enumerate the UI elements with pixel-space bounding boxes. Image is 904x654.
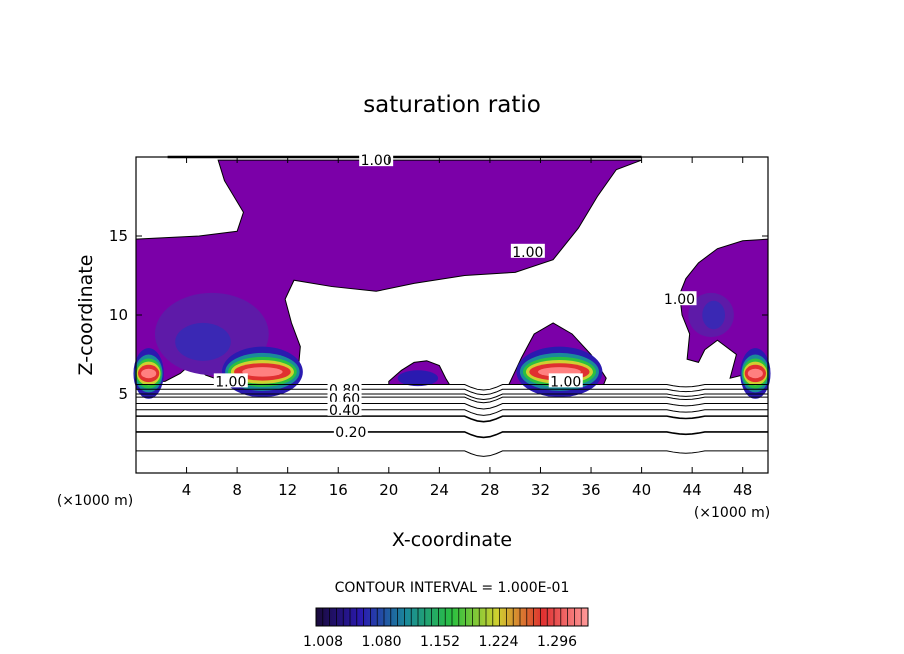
x-axis-label: X-coordinate xyxy=(392,529,512,551)
moisture-contour xyxy=(136,388,768,396)
contour-label: 1.00 xyxy=(215,374,246,390)
contour-label: 1.00 xyxy=(664,292,695,308)
contour-label-mask xyxy=(359,152,394,167)
x-axis: 4 8 12 16 20 24 28 32 36 40 44 48 xyxy=(182,157,752,499)
core-left xyxy=(175,322,231,361)
core-right xyxy=(702,300,726,330)
x-tick-label: 16 xyxy=(329,481,348,499)
moisture-contour xyxy=(136,450,768,457)
x-tick-label: 24 xyxy=(430,481,449,499)
contour-label: 1.00 xyxy=(512,245,543,261)
y-axis: 5 10 15 xyxy=(109,227,768,403)
contour-label-mask xyxy=(510,243,545,258)
contour-label-mask xyxy=(213,373,248,388)
hotspot-left-edge-layer-5 xyxy=(141,368,157,379)
contour-label-mask xyxy=(327,390,362,405)
x-tick-label: 28 xyxy=(480,481,499,499)
contour-labels: 1.001.001.001.00 1.000.800.600.400.20 xyxy=(213,152,697,441)
x-tick-label: 12 xyxy=(278,481,297,499)
x-unit-label: (×1000 m) xyxy=(694,505,770,521)
colorbar-hatch xyxy=(315,608,589,626)
colorbar-tick-label: 1.224 xyxy=(478,634,518,650)
moisture-contour xyxy=(136,402,768,410)
contour-label: 1.00 xyxy=(361,153,392,169)
moisture-contour xyxy=(136,431,768,439)
mid-bump-core xyxy=(397,370,439,387)
hotspot-left-cell-layer-5 xyxy=(242,367,283,377)
moisture-contour xyxy=(136,415,768,423)
contour-label: 1.00 xyxy=(550,374,581,390)
y-tick-label: 5 xyxy=(118,385,128,403)
x-tick-label: 44 xyxy=(683,481,702,499)
hotspot-right-edge-layer-5 xyxy=(747,368,763,379)
contour-label-mask xyxy=(327,401,362,416)
x-tick-label: 8 xyxy=(232,481,242,499)
moisture-contour xyxy=(136,396,768,404)
colorbar-tick-label: 1.296 xyxy=(537,634,577,650)
contour-interval-text: CONTOUR INTERVAL = 1.000E-01 xyxy=(335,580,570,596)
contour-label: 0.20 xyxy=(335,425,366,441)
moisture-contour xyxy=(136,409,768,416)
z-unit-label: (×1000 m) xyxy=(57,493,133,509)
colorbar-tick-label: 1.152 xyxy=(420,634,460,650)
colorbar-ticks: 1.008 1.080 1.152 1.224 1.296 xyxy=(303,634,577,650)
x-tick-label: 32 xyxy=(531,481,550,499)
contour-label: 0.40 xyxy=(329,403,360,419)
colorbar-tick-label: 1.008 xyxy=(303,634,343,650)
moisture-contour xyxy=(136,393,768,401)
x-tick-label: 4 xyxy=(182,481,192,499)
chart-title: saturation ratio xyxy=(363,92,541,118)
colorbar: 1.008 1.080 1.152 1.224 1.296 xyxy=(303,607,589,650)
plot-area: 1.001.001.001.00 1.000.800.600.400.20 xyxy=(133,152,771,474)
contour-label-mask xyxy=(662,291,697,306)
y-tick-label: 10 xyxy=(109,306,128,324)
contour-label-mask xyxy=(333,423,368,438)
field-regions xyxy=(133,155,771,399)
y-axis-label: Z-coordinate xyxy=(75,255,97,376)
colorbar-tick-label: 1.080 xyxy=(361,634,401,650)
contour-label-mask xyxy=(548,373,583,388)
y-tick-label: 15 xyxy=(109,227,128,245)
x-tick-label: 36 xyxy=(581,481,600,499)
x-tick-label: 48 xyxy=(733,481,752,499)
x-tick-label: 40 xyxy=(632,481,651,499)
x-tick-label: 20 xyxy=(379,481,398,499)
